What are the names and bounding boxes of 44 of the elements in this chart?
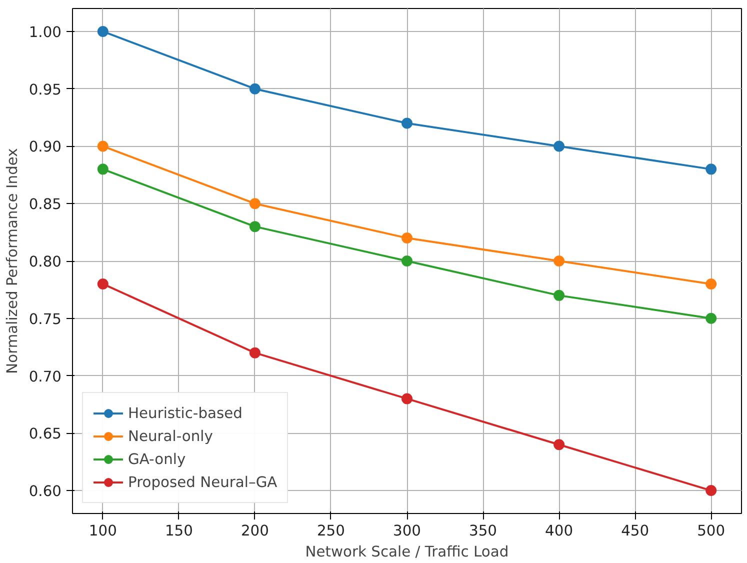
point	[249, 198, 260, 210]
point	[402, 393, 412, 404]
x-tick-label: 300	[393, 522, 421, 540]
x-tick-label: 200	[240, 522, 269, 540]
legend-label: Neural-only	[128, 428, 213, 444]
y-tick-label: 0.60	[28, 483, 62, 500]
x-tick-label: 150	[164, 522, 193, 540]
point	[554, 290, 565, 301]
y-tick-label: 0.80	[28, 254, 62, 270]
y-tick-label: 0.65	[28, 426, 62, 443]
point	[249, 347, 260, 358]
point	[249, 221, 260, 232]
legend-label: Proposed Neural–GA	[128, 474, 278, 490]
point	[706, 312, 717, 324]
y-tick-label: 0.75	[28, 310, 62, 328]
x-tick-label: 500	[697, 522, 726, 540]
x-tick-label: 350	[469, 522, 498, 540]
y-tick-label: 1.00	[28, 24, 62, 41]
x-tick-label: 400	[545, 522, 574, 540]
point	[97, 278, 108, 290]
legend-label: Heuristic-based	[128, 404, 242, 422]
legend-label: GA-only	[128, 450, 186, 468]
x-tick-label: 250	[316, 522, 345, 540]
point	[97, 26, 108, 37]
point	[97, 164, 108, 175]
point	[97, 140, 108, 152]
point	[249, 83, 260, 94]
point	[402, 118, 412, 129]
point	[554, 439, 565, 450]
y-tick-label: 0.90	[28, 138, 62, 156]
point	[706, 485, 717, 496]
y-tick-label: 0.85	[28, 196, 62, 214]
point	[554, 256, 565, 266]
y-axis-title: Normalized Performance Index	[4, 148, 21, 374]
point	[706, 278, 717, 290]
y-tick-label: 0.95	[28, 81, 62, 98]
point	[554, 140, 565, 152]
x-tick-label: 100	[88, 522, 117, 540]
point	[402, 256, 412, 266]
y-tick-label: 0.70	[28, 368, 62, 386]
point	[402, 232, 412, 244]
point	[706, 164, 717, 175]
x-axis-title: Network Scale / Traffic Load	[305, 544, 509, 560]
x-tick-label: 450	[621, 522, 650, 540]
